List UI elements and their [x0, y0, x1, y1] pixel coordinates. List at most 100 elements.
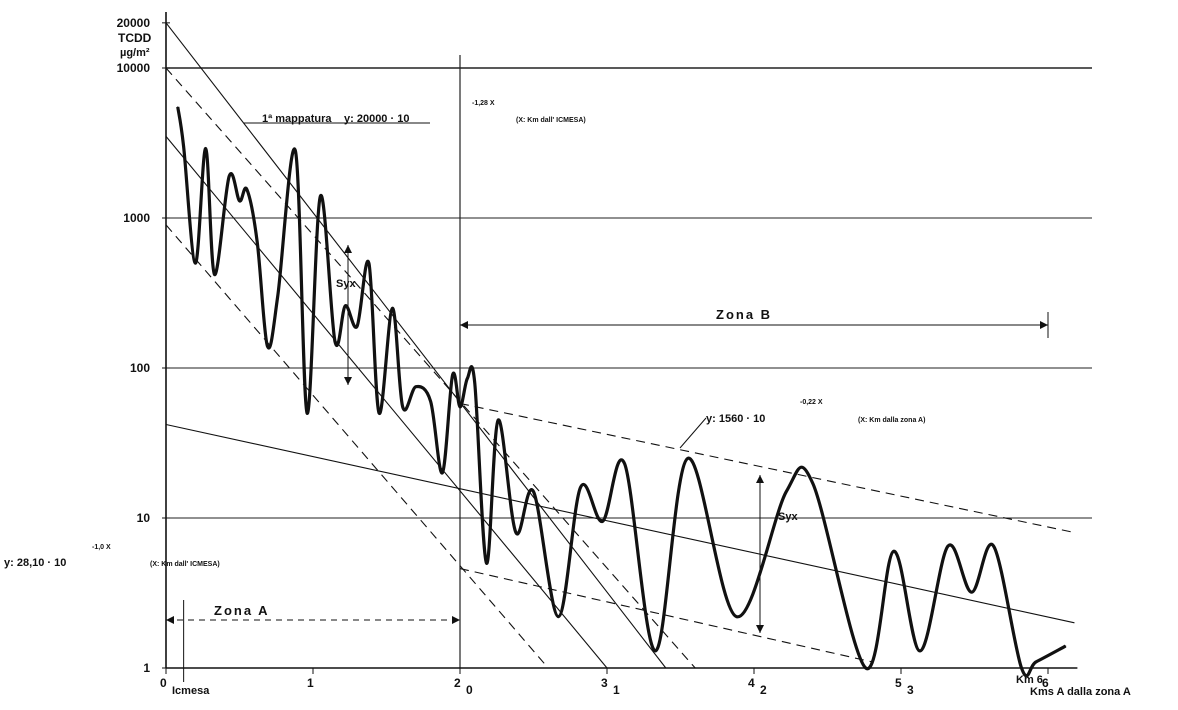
series-point-44	[947, 545, 949, 547]
series-point-3	[205, 148, 207, 150]
series-point-20	[402, 406, 404, 408]
fit-line-6	[459, 568, 872, 663]
x-tick-label-3: 3	[601, 676, 608, 690]
mappatura-exponent: -1,28 X	[472, 100, 495, 107]
series-line-0	[176, 106, 1067, 678]
series-point-28	[485, 562, 488, 564]
series-point-11	[294, 150, 296, 152]
zona-b-label: Zona B	[716, 307, 772, 322]
x2-tick-label-0: 0	[466, 683, 473, 697]
fit-line-4	[165, 423, 1075, 624]
mappatura-prefix: 1ª mappatura	[262, 113, 332, 125]
series-point-19	[391, 307, 393, 309]
fit-line-1	[165, 136, 608, 669]
syx-label-2: Syx	[778, 511, 798, 523]
icmesa-note: (X: Km dall' ICMESA)	[150, 561, 220, 568]
series-point-45	[970, 591, 973, 593]
series-point-5	[228, 175, 230, 177]
series-point-2	[194, 262, 196, 264]
series-point-8	[256, 240, 258, 242]
series-point-1	[183, 145, 185, 148]
series-point-16	[356, 325, 358, 327]
series-point-49	[1065, 645, 1067, 647]
y-tick-label-3: 1000	[123, 211, 150, 225]
series-point-35	[624, 463, 626, 465]
x-tick-label-6: 6	[1042, 676, 1049, 690]
x2-tick-label-2: 2	[760, 683, 767, 697]
y-axis-title: TCDD	[118, 31, 152, 45]
series-point-9	[266, 345, 269, 347]
x-tick-label-2: 2	[454, 676, 461, 690]
series-point-12	[306, 412, 308, 414]
x-tick-label-5: 5	[895, 676, 902, 690]
series-point-38	[735, 616, 737, 618]
fit-line-0	[165, 22, 667, 669]
y-tick-label-0: 1	[143, 661, 150, 675]
series-point-32	[557, 616, 560, 618]
series-point-34	[601, 520, 604, 522]
data-series	[176, 106, 1067, 678]
y-axis-unit: µg/m²	[120, 47, 150, 59]
series-point-42	[893, 550, 895, 552]
fit-line-2	[165, 67, 696, 669]
series-point-31	[532, 490, 535, 493]
series-point-43	[919, 650, 921, 652]
x2-tick-label-3: 3	[907, 683, 914, 697]
x-tick-label-0: 0	[160, 676, 167, 690]
series-point-10	[277, 295, 279, 298]
x2-tick-label-1: 1	[613, 683, 620, 697]
series-point-14	[334, 340, 336, 343]
series-point-30	[515, 531, 517, 534]
series-point-7	[246, 188, 248, 191]
gridlines	[166, 55, 1092, 668]
series-point-26	[466, 377, 468, 380]
series-point-24	[452, 374, 454, 376]
series-point-36	[654, 650, 657, 652]
syx-label-1: Syx	[336, 278, 356, 290]
zona-a-arrow-head-right	[452, 616, 460, 624]
series-point-18	[378, 412, 380, 414]
series-point-37	[687, 457, 689, 459]
series-point-39	[785, 490, 787, 493]
x-tick-label-1: 1	[307, 676, 314, 690]
zona-b-head-left	[460, 321, 468, 329]
zonaA-leader	[679, 417, 707, 449]
series-point-25	[459, 406, 461, 408]
series-point-21	[415, 386, 417, 388]
series-point-13	[319, 195, 321, 197]
y-tick-label-2: 100	[130, 361, 150, 375]
series-point-40	[812, 482, 814, 485]
fit-line-3	[165, 224, 549, 669]
series-point-29	[497, 419, 499, 421]
icmesa-exponent: -1,0 X	[92, 544, 111, 551]
series-point-48	[1035, 661, 1037, 663]
y-tick-label-1: 10	[137, 511, 151, 525]
series-point-17	[368, 262, 370, 264]
zonaA-equation: y: 1560 · 10	[706, 413, 765, 425]
series-point-4	[213, 273, 216, 276]
series-point-27	[474, 381, 476, 384]
x-tick-label-4: 4	[748, 676, 755, 690]
mappatura-equation: y: 20000 · 10	[344, 113, 409, 125]
series-point-33	[579, 486, 582, 488]
km6-label: Km 6	[1016, 674, 1043, 686]
series-point-22	[430, 400, 432, 402]
series-point-23	[441, 472, 443, 474]
series-point-0	[177, 106, 179, 108]
mappatura-note: (X: Km dall' ICMESA)	[516, 117, 586, 124]
zona-a-arrow-head-left	[166, 616, 174, 624]
fit-line-5	[459, 402, 1075, 534]
x-axis-title: Kms A dalla zona A	[1030, 686, 1131, 698]
y-tick-label-5: 20000	[117, 16, 151, 30]
icmesa-equation: y: 28,10 · 10	[4, 557, 66, 569]
zona-b-head-right	[1040, 321, 1048, 329]
zonaA-note: (X: Km dalla zona A)	[858, 417, 925, 424]
series-point-46	[993, 545, 995, 547]
y-tick-label-4: 10000	[117, 61, 151, 75]
icmesa-label: Icmesa	[172, 685, 210, 697]
zonaA-exponent: -0,22 X	[800, 399, 823, 406]
zona-a-label: Zona A	[214, 603, 270, 618]
series-point-6	[238, 200, 241, 202]
